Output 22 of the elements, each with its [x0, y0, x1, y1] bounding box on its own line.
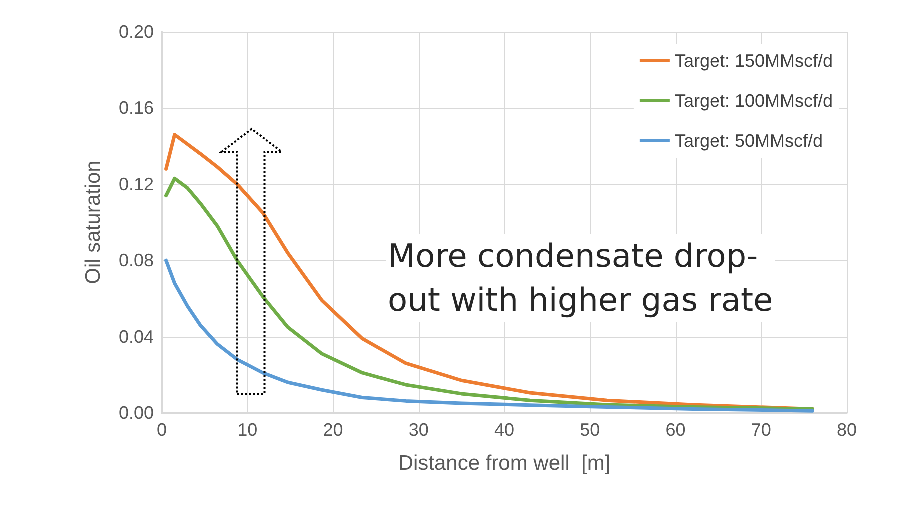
y-axis-title: Oil saturation — [82, 160, 105, 284]
line-series — [164, 176, 814, 411]
legend-label: Target: 150MMscf/d — [674, 51, 833, 71]
x-tick-label: 40 — [494, 420, 515, 440]
y-tick-label: 0.12 — [118, 174, 154, 194]
legend-label: Target: 50MMscf/d — [674, 131, 823, 151]
x-tick-label: 30 — [408, 420, 429, 440]
y-tick-label: 0.08 — [118, 250, 154, 271]
x-axis-title: Distance from well [m] — [398, 452, 611, 475]
legend-label: Target: 100MMscf/d — [674, 91, 833, 111]
x-tick-label: 60 — [666, 420, 686, 440]
x-tick-label: 20 — [323, 420, 344, 440]
x-tick-label: 80 — [836, 420, 858, 440]
x-tick-label: 10 — [238, 420, 258, 440]
y-tick-label: 0.16 — [118, 98, 154, 118]
x-tick-label: 70 — [751, 420, 772, 440]
y-tick-label: 0.04 — [118, 326, 154, 347]
x-tick-label: 0 — [156, 420, 168, 440]
y-tick-label: 0.20 — [118, 22, 154, 42]
y-tick-label: 0.00 — [118, 403, 154, 423]
x-tick-label: 50 — [580, 420, 600, 440]
annotation: More condensate drop- out with higher gas rate — [386, 234, 776, 322]
